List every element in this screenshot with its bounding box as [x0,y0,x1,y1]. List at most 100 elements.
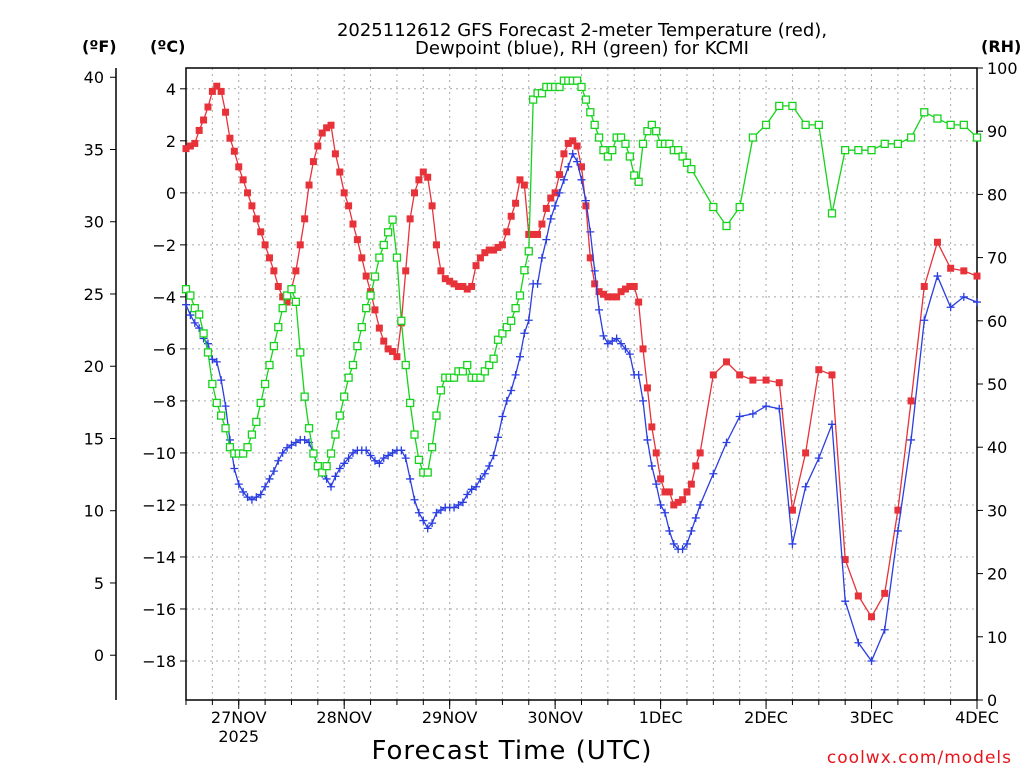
rh-data-point [463,360,472,370]
temperature-data-point [802,449,810,457]
dewpoint-data-point [603,339,612,348]
fahrenheit-unit-label: (ºF) [82,37,117,56]
temperature-data-point [894,506,902,514]
rh-data-point [652,127,661,136]
temperature-data-point [626,282,634,290]
rh-data-point [735,202,744,212]
temperature-data-point [481,249,489,257]
temperature-data-point [687,480,695,488]
rh-data-point [243,443,252,452]
rh-data-point [972,133,982,142]
fahrenheit-tick-label: 15 [84,429,104,448]
dewpoint-data-point [893,526,902,535]
rh-data-point [577,82,586,92]
temperature-data-point [639,345,647,353]
temperature-data-point [815,366,823,374]
rh-data-point [318,468,327,477]
dewpoint-data-point [221,402,230,411]
dewpoint-data-point [933,272,942,281]
temperature-data-point [244,189,252,197]
dewpoint-data-point [586,227,595,236]
source-credit: coolwx.com/models [827,748,1012,768]
rh-data-point [893,139,903,148]
rh-data-point [401,360,410,370]
dewpoint-data-point [476,474,485,483]
rh-data-point [340,392,349,401]
dewpoint-data-point [384,451,393,460]
celsius-tick-label: 4 [166,80,176,99]
dewpoint-data-point [524,316,533,325]
temperature-data-point [503,228,511,236]
temperature-data-point [217,87,225,95]
dewpoint-data-point [278,448,287,457]
rh-tick-label: 20 [987,565,1007,584]
temperature-data-point [828,371,836,379]
rh-data-point [392,253,402,262]
dewpoint-data-point [867,656,876,665]
celsius-tick-label: −2 [152,236,176,255]
dewpoint-data-point [348,448,357,457]
chart-axes: 420−2−4−6−8−10−12−14−16−1840353025201510… [84,59,1018,746]
rh-data-point [638,139,648,148]
rh-data-point [687,164,696,174]
temperature-data-point [208,87,216,95]
dewpoint-data-point [419,516,428,525]
rh-data-point [498,329,507,338]
temperature-data-point [358,254,366,262]
temperature-data-point [204,103,212,111]
rh-data-point [256,398,265,408]
rh-data-point [603,152,613,161]
rh-data-point [621,139,630,148]
rh-data-point [946,120,955,130]
temperature-data-point [881,589,889,597]
dewpoint-data-point [322,474,331,483]
dewpoint-data-point [454,500,463,509]
rh-data-point [906,133,916,142]
x-tick-label: 4DEC [955,708,999,727]
temperature-data-point [450,280,458,288]
celsius-tick-label: 0 [166,184,176,203]
celsius-unit-label: (ºC) [150,37,185,56]
temperature-data-point [709,371,717,379]
rh-data-point [388,215,397,224]
dewpoint-data-point [590,266,599,275]
rh-data-point [682,158,692,167]
rh-data-point [265,360,274,370]
dewpoint-data-point [287,441,296,450]
rh-tick-label: 100 [987,59,1018,78]
rh-data-point [217,411,226,420]
fahrenheit-tick-label: 10 [84,502,104,521]
rh-data-point [449,373,459,382]
dewpoint-data-point [331,472,340,481]
temperature-data-point [182,145,190,153]
x-tick-label: 1DEC [639,708,683,727]
temperature-data-point [353,236,361,244]
rh-data-point [665,139,674,148]
temperature-data-point [494,243,502,251]
temperature-data-point [547,194,555,202]
dewpoint-data-point [225,435,234,444]
dewpoint-data-point [533,279,542,288]
dewpoint-data-point [252,493,261,502]
temperature-data-point [389,347,397,355]
rh-data-point [572,76,582,85]
dewpoint-data-point [515,352,524,361]
temperature-data-point [476,254,484,262]
dewpoint-data-point [788,539,797,548]
temperature-data-point [538,220,546,228]
rh-data-point [674,146,683,155]
temperature-data-point [239,176,247,184]
rh-data-point [801,120,810,130]
dewpoint-data-point [880,625,889,634]
dewpoint-data-point [203,339,212,348]
rh-data-point [190,304,199,313]
rh-data-point [427,443,437,452]
temperature-data-point [960,267,968,275]
temperature-data-point [854,592,862,600]
rh-data-point [252,417,261,427]
dewpoint-data-point [762,402,771,411]
dewpoint-data-point [247,495,256,504]
dewpoint-data-point [551,201,560,210]
temperature-data-point [270,267,278,275]
temperature-data-point [309,158,317,166]
